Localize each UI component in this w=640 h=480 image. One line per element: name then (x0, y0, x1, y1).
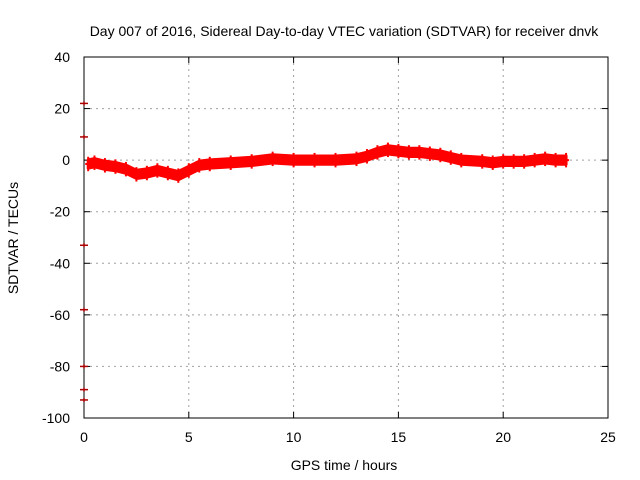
y-tick-label: 0 (62, 152, 70, 168)
y-tick-label: 20 (54, 101, 70, 117)
x-tick-label: 15 (391, 429, 407, 445)
y-tick-label: -60 (50, 307, 70, 323)
chart-title: Day 007 of 2016, Sidereal Day-to-day VTE… (90, 23, 600, 39)
x-tick-label: 25 (600, 429, 616, 445)
grid (84, 57, 608, 418)
y-tick-label: -100 (42, 410, 70, 426)
y-tick-label: -40 (50, 255, 70, 271)
x-axis-label: GPS time / hours (291, 457, 398, 473)
y-tick-label: 40 (54, 49, 70, 65)
y-tick-label: -80 (50, 358, 70, 374)
x-tick-label: 0 (80, 429, 88, 445)
y-tick-label: -20 (50, 204, 70, 220)
x-tick-label: 5 (185, 429, 193, 445)
plot-frame (83, 56, 609, 419)
x-tick-label: 20 (495, 429, 511, 445)
x-tick-label: 10 (286, 429, 302, 445)
series-layer (80, 101, 570, 402)
axis-ticks: 0 5 10 15 20 25 -100 -80 -60 -40 -20 0 20 40 (42, 49, 616, 445)
y-axis-label: SDTVAR / TECUs (5, 182, 21, 294)
